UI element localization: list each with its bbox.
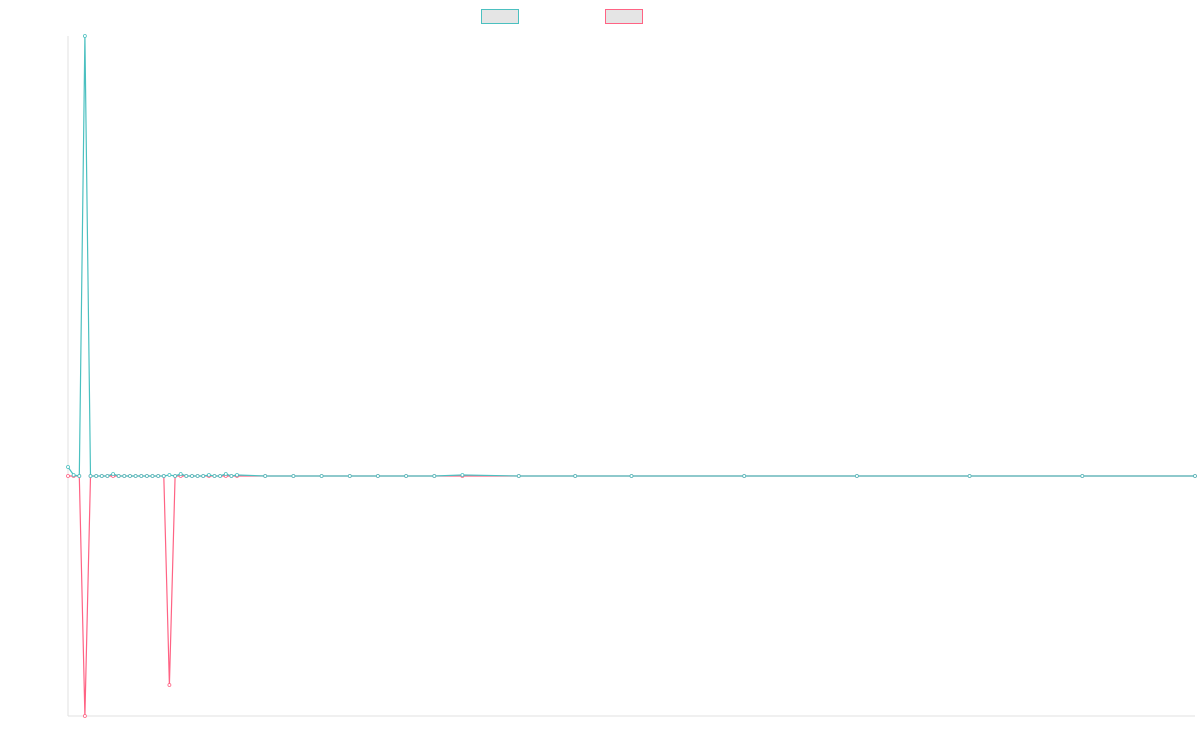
series-1-point-10[interactable] xyxy=(122,474,127,478)
series-1-point-46[interactable] xyxy=(1193,474,1197,478)
series-1-point-1[interactable] xyxy=(71,473,76,477)
legend-item-series-1[interactable] xyxy=(481,9,525,24)
series-1-point-11[interactable] xyxy=(128,474,132,478)
series-1-point-28[interactable] xyxy=(223,472,228,476)
series-1-point-29[interactable] xyxy=(229,474,234,478)
series-1-point-25[interactable] xyxy=(206,473,211,477)
series-1-point-34[interactable] xyxy=(347,474,352,478)
legend-swatch-series-2 xyxy=(605,9,643,24)
series-1-point-16[interactable] xyxy=(156,474,161,478)
series-1-point-38[interactable] xyxy=(460,473,465,477)
series-1-point-17[interactable] xyxy=(161,474,166,478)
series-1-point-15[interactable] xyxy=(150,474,155,478)
series-1-point-37[interactable] xyxy=(432,474,437,478)
series-line-1 xyxy=(67,35,1195,477)
series-1-point-26[interactable] xyxy=(212,474,217,478)
series-1-point-5[interactable] xyxy=(94,474,99,478)
chart-legend xyxy=(0,9,1200,27)
chart-series-layer xyxy=(66,34,1197,718)
series-1-point-31[interactable] xyxy=(263,474,268,478)
series-1-point-43[interactable] xyxy=(855,474,859,478)
series-1-point-45[interactable] xyxy=(1080,474,1085,478)
chart-axes xyxy=(67,36,1195,717)
series-line-2 xyxy=(68,475,1195,717)
series-1-point-39[interactable] xyxy=(516,474,521,478)
series-1-point-13[interactable] xyxy=(139,474,144,478)
series-1-point-8[interactable] xyxy=(111,472,115,476)
series-1-point-7[interactable] xyxy=(105,474,110,478)
series-1-point-18[interactable] xyxy=(167,473,172,477)
series-2-point-3[interactable] xyxy=(83,714,87,718)
series-1-point-40[interactable] xyxy=(573,474,578,478)
series-1-point-19[interactable] xyxy=(173,474,178,478)
series-1-point-21[interactable] xyxy=(184,474,189,478)
series-1-point-27[interactable] xyxy=(218,474,223,478)
series-1-point-14[interactable] xyxy=(144,474,149,478)
series-1-point-22[interactable] xyxy=(190,474,194,478)
series-1-point-20[interactable] xyxy=(178,472,183,476)
legend-swatch-series-1 xyxy=(481,9,519,24)
series-1-point-12[interactable] xyxy=(133,474,138,478)
series-1-point-2[interactable] xyxy=(77,474,82,478)
series-1-point-41[interactable] xyxy=(629,474,634,478)
series-1-point-33[interactable] xyxy=(319,474,324,478)
series-1-point-44[interactable] xyxy=(967,474,972,478)
series-1-point-9[interactable] xyxy=(116,474,121,478)
series-1-point-36[interactable] xyxy=(404,474,409,478)
series-2-point-18[interactable] xyxy=(167,683,172,687)
series-2-point-0[interactable] xyxy=(66,474,70,478)
series-1-point-30[interactable] xyxy=(235,473,239,477)
legend-item-series-2[interactable] xyxy=(605,9,649,24)
series-1-point-24[interactable] xyxy=(201,474,206,478)
series-1-point-23[interactable] xyxy=(195,474,200,478)
series-1-point-42[interactable] xyxy=(742,474,747,478)
series-1-point-32[interactable] xyxy=(291,474,296,478)
series-1-point-3[interactable] xyxy=(83,34,87,38)
series-1-point-0[interactable] xyxy=(66,465,70,469)
series-1-point-4[interactable] xyxy=(88,474,93,478)
series-1-point-6[interactable] xyxy=(99,474,104,478)
series-1-point-35[interactable] xyxy=(375,474,380,478)
